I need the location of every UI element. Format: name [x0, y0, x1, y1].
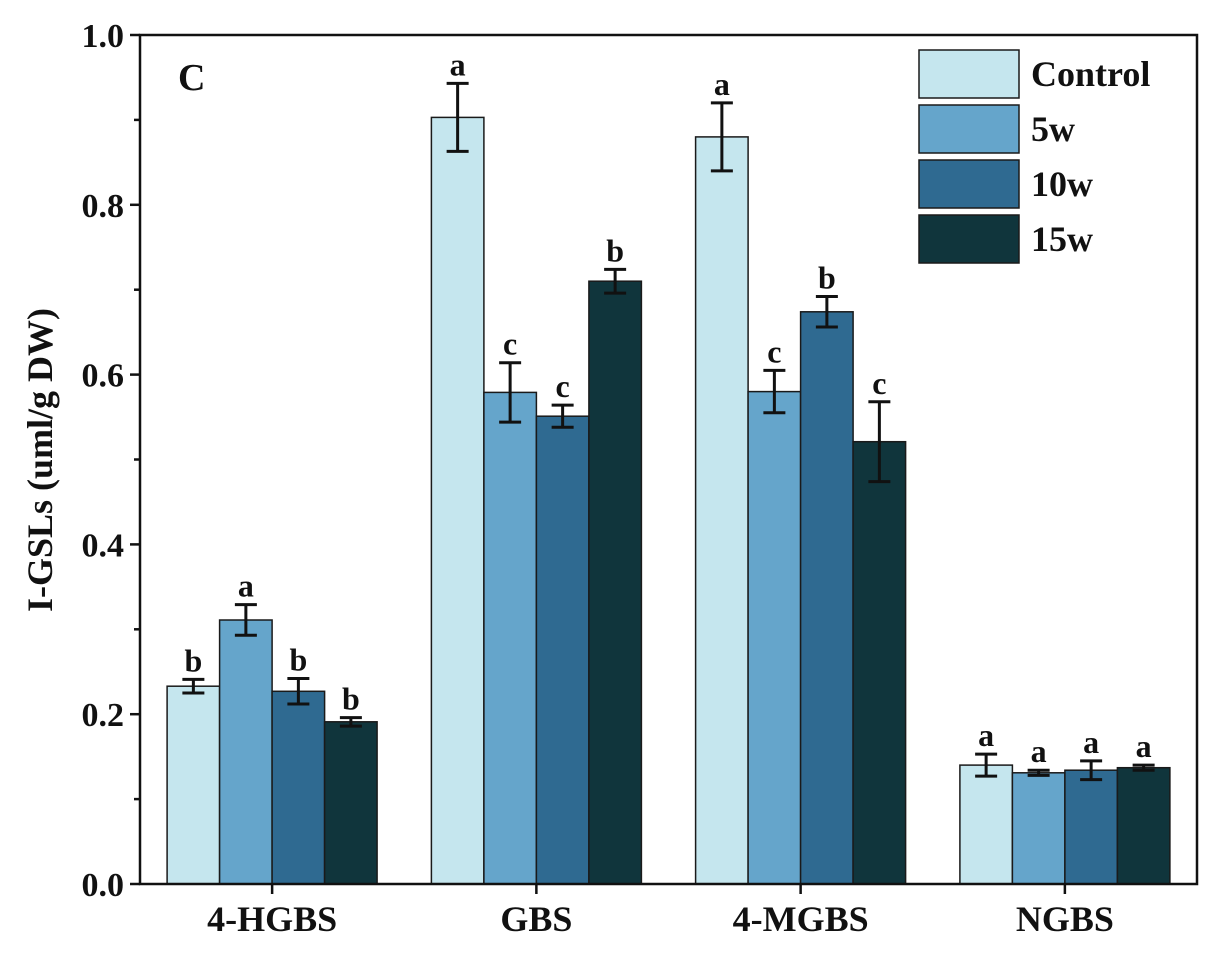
error-bar-4-hgbs-control: [182, 677, 205, 695]
legend-item-5w: 5w: [918, 104, 1075, 154]
error-bar-ngbs-10w: [1080, 759, 1103, 782]
bar-gbs-10w: [535, 415, 590, 885]
legend-label: 5w: [1031, 109, 1075, 149]
significance-letter: c: [503, 326, 517, 362]
legend-swatch: [918, 159, 1020, 209]
error-bar-gbs-15w: [604, 267, 627, 295]
error-bar-4-mgbs-15w: [868, 400, 891, 484]
error-bar-4-hgbs-15w: [339, 716, 362, 728]
bar-4-mgbs-control: [694, 136, 749, 885]
error-bar-4-mgbs-5w: [763, 368, 786, 415]
legend-item-10w: 10w: [918, 159, 1093, 209]
legend-label: Control: [1031, 54, 1150, 94]
significance-letter: a: [978, 717, 994, 753]
significance-letter: a: [1083, 724, 1099, 760]
error-bar-gbs-10w: [551, 403, 574, 429]
significance-letter: b: [606, 232, 624, 268]
error-bar-ngbs-15w: [1132, 763, 1155, 772]
error-bars-layer: [182, 81, 1155, 782]
y-tick-label: 0.6: [82, 358, 125, 395]
bar-4-mgbs-15w: [852, 440, 907, 885]
y-axis-title: I-GSLs (uml/g DW): [20, 308, 60, 612]
significance-letter: a: [238, 568, 254, 604]
legend-label: 10w: [1031, 164, 1093, 204]
significance-letter: b: [818, 260, 836, 296]
significance-letter: c: [872, 365, 886, 401]
bar-4-hgbs-10w: [271, 690, 326, 885]
axes-layer: 4-HGBS GBS 4-MGBS NGBS 0.0 0.2 0.4 0.6 0.8 1.0: [82, 18, 1199, 939]
bar-gbs-15w: [588, 280, 643, 885]
bar-4-mgbs-10w: [799, 311, 854, 885]
error-bar-gbs-control: [446, 81, 469, 153]
y-tick-label: 0.4: [82, 527, 125, 564]
panel-label: C: [178, 57, 205, 99]
y-tick-label: 0.0: [82, 867, 125, 904]
bar-ngbs-5w: [1011, 772, 1066, 885]
error-bar-4-hgbs-5w: [234, 603, 257, 637]
y-tick-label: 0.2: [82, 697, 125, 734]
significance-letter: a: [1136, 728, 1152, 764]
x-tick-label: 4-HGBS: [207, 899, 337, 939]
significance-letter: a: [714, 66, 730, 102]
legend-item-control: Control: [918, 49, 1150, 99]
significance-letter: c: [767, 333, 781, 369]
bar-ngbs-control: [959, 764, 1014, 885]
bar-ngbs-10w: [1064, 769, 1119, 885]
error-bar-4-mgbs-10w: [815, 294, 838, 329]
significance-letter: b: [184, 642, 202, 678]
significance-letter: b: [289, 642, 307, 678]
y-tick-label: 1.0: [82, 18, 125, 55]
significance-letter: b: [342, 681, 360, 717]
legend-item-15w: 15w: [918, 214, 1093, 264]
error-bar-ngbs-control: [975, 752, 998, 778]
bar-ngbs-15w: [1116, 766, 1171, 885]
bar-gbs-5w: [483, 391, 538, 885]
x-tick-label: 4-MGBS: [733, 899, 869, 939]
legend-swatch: [918, 104, 1020, 154]
bar-4-hgbs-control: [166, 685, 221, 885]
error-bar-ngbs-5w: [1027, 768, 1050, 777]
legend-label: 15w: [1031, 219, 1093, 259]
bar-gbs-control: [430, 116, 485, 885]
bar-4-hgbs-5w: [218, 619, 273, 885]
error-bar-4-hgbs-10w: [287, 677, 310, 706]
bars-layer: [166, 116, 1171, 885]
significance-letter: c: [556, 368, 570, 404]
error-bar-gbs-5w: [499, 361, 522, 424]
x-tick-label: GBS: [500, 899, 572, 939]
y-tick-label: 0.8: [82, 188, 125, 225]
error-bar-4-mgbs-control: [710, 101, 733, 173]
legend-swatch: [918, 49, 1020, 99]
bar-4-mgbs-5w: [747, 390, 802, 885]
x-tick-label: NGBS: [1016, 899, 1114, 939]
legend: Control 5w 10w 15w: [918, 49, 1150, 264]
legend-swatch: [918, 214, 1020, 264]
significance-letter: a: [450, 46, 466, 82]
bar-4-hgbs-15w: [323, 721, 378, 885]
significance-letter: a: [1031, 733, 1047, 769]
